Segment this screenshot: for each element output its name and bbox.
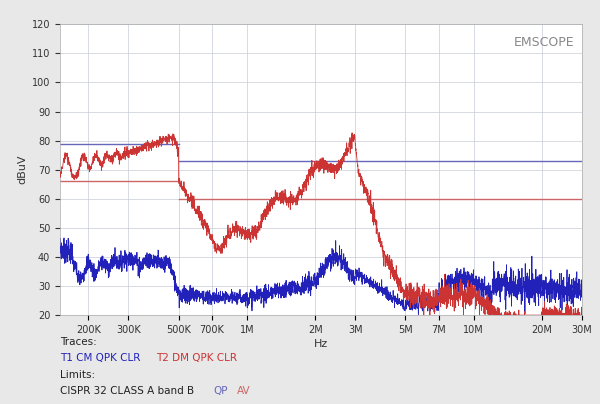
Y-axis label: dBuV: dBuV — [17, 155, 28, 185]
Text: AV: AV — [237, 386, 251, 396]
Text: CISPR 32 CLASS A band B: CISPR 32 CLASS A band B — [60, 386, 200, 396]
Text: QP: QP — [213, 386, 227, 396]
Text: Limits:: Limits: — [60, 370, 95, 380]
Text: T1 CM QPK CLR: T1 CM QPK CLR — [60, 354, 140, 364]
Text: EMSCOPE: EMSCOPE — [514, 36, 574, 49]
Text: Traces:: Traces: — [60, 337, 97, 347]
Text: T2 DM QPK CLR: T2 DM QPK CLR — [156, 354, 237, 364]
X-axis label: Hz: Hz — [314, 339, 328, 349]
